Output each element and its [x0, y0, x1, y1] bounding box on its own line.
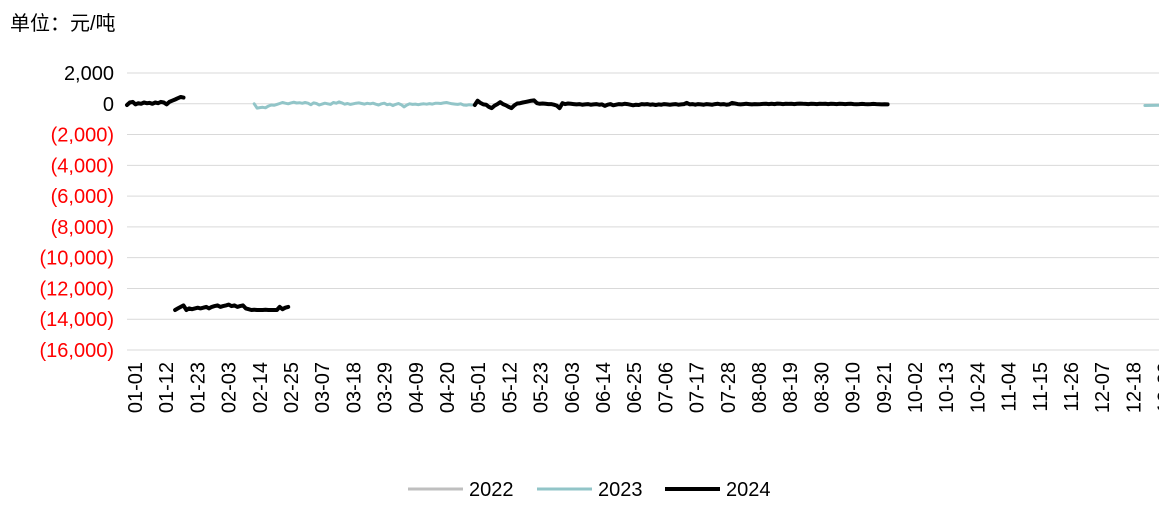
legend: 2022 2023 2024: [408, 479, 771, 501]
x-tick-label: 05-01: [468, 362, 490, 413]
series-group: [125, 95, 1159, 312]
x-tick-label: 08-08: [749, 362, 771, 413]
series-line-2024: [173, 302, 291, 312]
y-tick-label: (12,000): [40, 278, 115, 300]
unit-label: 单位：元/吨: [10, 12, 116, 35]
x-tick-label: 05-23: [531, 362, 553, 413]
x-tick-label: 05-12: [499, 362, 521, 413]
x-tick-label: 06-25: [624, 362, 646, 413]
x-tick-label: 12-07: [1092, 362, 1114, 413]
x-tick-label: 07-28: [718, 362, 740, 413]
y-tick-label: (4,000): [51, 155, 114, 177]
x-tick-label: 01-01: [125, 362, 147, 413]
x-tick-label: 10-13: [936, 362, 958, 413]
x-tick-label: 02-25: [281, 362, 303, 413]
y-tick-label: (14,000): [40, 309, 115, 331]
x-tick-label: 09-21: [874, 362, 896, 413]
x-tick-label: 06-03: [562, 362, 584, 413]
x-tick-label: 11-04: [999, 362, 1021, 412]
y-tick-label: (6,000): [51, 186, 114, 208]
x-tick-label: 07-06: [655, 362, 677, 413]
legend-label: 2022: [469, 479, 514, 501]
y-tick-label: 0: [103, 94, 114, 116]
x-tick-label: 04-09: [406, 362, 428, 413]
x-tick-label: 02-14: [250, 362, 272, 413]
x-tick-label: 03-07: [312, 362, 334, 413]
x-tick-label: 12-29: [1155, 362, 1159, 413]
x-tick-label: 03-18: [343, 362, 365, 413]
y-axis-ticks: 2,000 0 (2,000) (4,000) (6,000) (8,000) (10,00…: [40, 63, 115, 362]
x-tick-label: 10-02: [905, 362, 927, 413]
legend-label: 2023: [598, 479, 643, 501]
x-tick-label: 06-14: [593, 362, 615, 413]
series-line-2023: [252, 100, 474, 110]
y-tick-label: (16,000): [40, 340, 115, 362]
x-tick-label: 09-10: [843, 362, 865, 413]
series-line-2024: [472, 98, 890, 111]
x-tick-label: 08-30: [811, 362, 833, 413]
y-tick-label: (8,000): [51, 217, 114, 239]
x-tick-label: 03-29: [375, 362, 397, 413]
x-tick-label: 12-18: [1123, 362, 1145, 413]
x-tick-label: 10-24: [967, 362, 989, 413]
x-tick-label: 07-17: [687, 362, 709, 413]
x-tick-label: 11-15: [1030, 362, 1052, 412]
x-axis-ticks: 01-01 01-12 01-23 02-03 02-14 02-25 03-07 03-18…: [125, 362, 1159, 413]
series-line-2024: [125, 95, 186, 107]
x-tick-label: 11-26: [1061, 362, 1083, 412]
y-tick-label: (2,000): [51, 125, 114, 147]
y-tick-label: (10,000): [40, 248, 115, 270]
x-tick-label: 01-23: [187, 362, 209, 413]
legend-label: 2024: [726, 479, 771, 501]
x-tick-label: 08-19: [780, 362, 802, 413]
y-tick-label: 2,000: [64, 63, 114, 85]
x-tick-label: 01-12: [156, 362, 178, 413]
x-tick-label: 04-20: [437, 362, 459, 413]
x-tick-label: 02-03: [219, 362, 241, 413]
